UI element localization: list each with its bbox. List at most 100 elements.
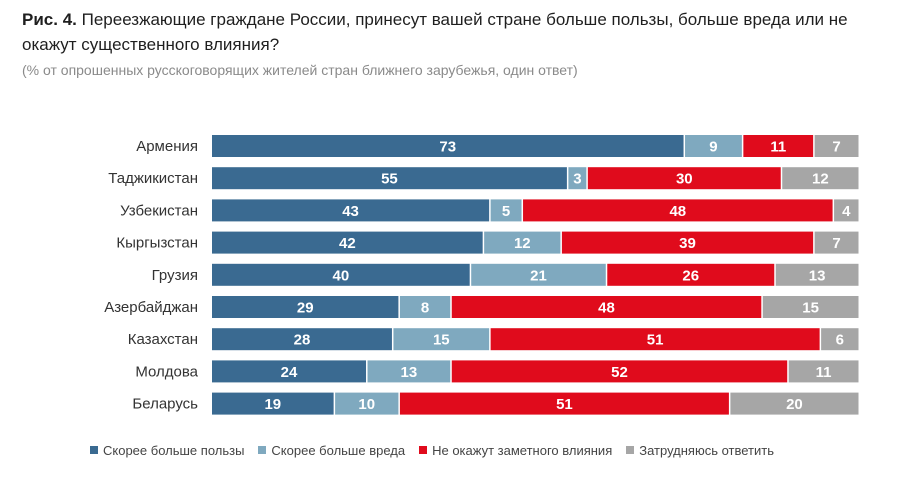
legend-swatch — [626, 446, 635, 454]
bar-segment — [561, 231, 814, 254]
bar-segment — [788, 360, 859, 383]
data-label: 10 — [358, 396, 375, 413]
data-label: 19 — [264, 396, 281, 413]
chart-title: Рис. 4. Переезжающие граждане России, пр… — [22, 7, 882, 57]
bar-segment — [484, 231, 561, 254]
bar-segment — [212, 231, 483, 254]
data-label: 73 — [439, 139, 456, 156]
bar-segment — [471, 263, 606, 286]
bar-segment — [762, 296, 859, 318]
legend-item: Затрудняюсь ответить — [626, 443, 774, 458]
bar-segment — [393, 328, 490, 351]
data-label: 8 — [421, 300, 429, 317]
data-label: 15 — [433, 332, 450, 349]
data-label: 29 — [297, 300, 314, 317]
bar-segment — [743, 135, 814, 157]
bar-segment — [834, 199, 859, 222]
data-label: 28 — [294, 332, 311, 349]
bar-segment — [451, 296, 762, 318]
bar-segment — [814, 231, 859, 254]
category-label: Беларусь — [132, 396, 198, 413]
category-label: Кыргызстан — [116, 235, 198, 252]
bar-segment — [399, 392, 729, 415]
legend-item: Не окажут заметного влияния — [419, 443, 612, 458]
data-label: 55 — [381, 171, 398, 188]
bar-segment — [212, 135, 684, 157]
category-label: Казахстан — [128, 331, 198, 348]
legend-swatch — [90, 446, 98, 454]
data-label: 5 — [502, 203, 510, 220]
data-label: 15 — [802, 300, 819, 317]
category-label: Молдова — [135, 363, 198, 380]
data-label: 11 — [770, 139, 786, 156]
bar-segment — [814, 135, 859, 157]
data-label: 30 — [676, 171, 693, 188]
bar-segment — [212, 328, 392, 351]
data-label: 42 — [339, 235, 356, 252]
data-label: 26 — [682, 267, 699, 284]
data-label: 4 — [842, 203, 851, 220]
category-label: Таджикистан — [108, 170, 198, 187]
legend-label: Затрудняюсь ответить — [639, 442, 774, 458]
data-label: 51 — [556, 396, 573, 413]
legend-label: Скорее больше вреда — [271, 442, 406, 458]
data-label: 52 — [611, 364, 628, 381]
bar-segment — [399, 296, 451, 318]
data-label: 48 — [598, 300, 615, 317]
data-label: 12 — [514, 235, 531, 252]
bar-segment — [451, 360, 788, 383]
chart-title-text: Переезжающие граждане России, принесут в… — [22, 10, 848, 54]
chart-legend: Скорее больше пользы Скорее больше вреда Н… — [90, 440, 788, 460]
data-label: 13 — [809, 267, 826, 284]
legend-item: Скорее больше пользы — [90, 443, 244, 458]
legend-swatch — [419, 446, 428, 454]
bar-segment — [607, 263, 775, 286]
category-label: Азербайджан — [104, 299, 198, 316]
legend-label: Не окажут заметного влияния — [432, 442, 613, 458]
category-label: Узбекистан — [120, 202, 198, 219]
bar-segment — [782, 167, 859, 190]
bar-segment — [523, 199, 833, 222]
bar-segment — [587, 167, 781, 190]
bar-segment — [212, 392, 334, 415]
bar-segment — [490, 328, 820, 351]
legend-label: Скорее больше пользы — [103, 442, 245, 458]
chart-subtitle: (% от опрошенных русскоговорящих жителей… — [22, 62, 578, 78]
category-label: Армения — [136, 138, 198, 155]
data-label: 43 — [342, 203, 359, 220]
data-label: 12 — [812, 171, 829, 188]
figure-label: Рис. 4. — [22, 10, 77, 29]
bar-segment — [212, 167, 567, 190]
data-label: 24 — [281, 364, 298, 381]
data-label: 7 — [832, 139, 840, 156]
bar-segment — [775, 263, 859, 286]
data-label: 7 — [832, 235, 840, 252]
bar-segment — [212, 360, 367, 383]
data-label: 13 — [401, 364, 418, 381]
bar-segment — [335, 392, 399, 415]
category-label: Грузия — [152, 267, 198, 284]
legend-swatch — [258, 446, 267, 454]
bar-segment — [568, 167, 587, 190]
data-label: 21 — [530, 267, 547, 284]
data-label: 11 — [816, 364, 832, 381]
chart-header: Рис. 4. Переезжающие граждане России, пр… — [22, 7, 882, 81]
bar-segment — [730, 392, 859, 415]
bar-segment — [821, 328, 859, 351]
data-label: 9 — [709, 139, 717, 156]
data-label: 20 — [786, 396, 803, 413]
bar-segment — [212, 263, 470, 286]
bar-segment — [212, 199, 490, 222]
bar-segment — [490, 199, 522, 222]
bar-segment — [685, 135, 742, 157]
bar-segment — [367, 360, 451, 383]
bar-segment — [212, 296, 399, 318]
data-label: 48 — [669, 203, 686, 220]
data-label: 6 — [836, 332, 844, 349]
data-label: 3 — [573, 171, 581, 188]
data-label: 40 — [333, 267, 350, 284]
data-label: 39 — [679, 235, 696, 252]
data-label: 51 — [647, 332, 664, 349]
legend-item: Скорее больше вреда — [258, 443, 405, 458]
